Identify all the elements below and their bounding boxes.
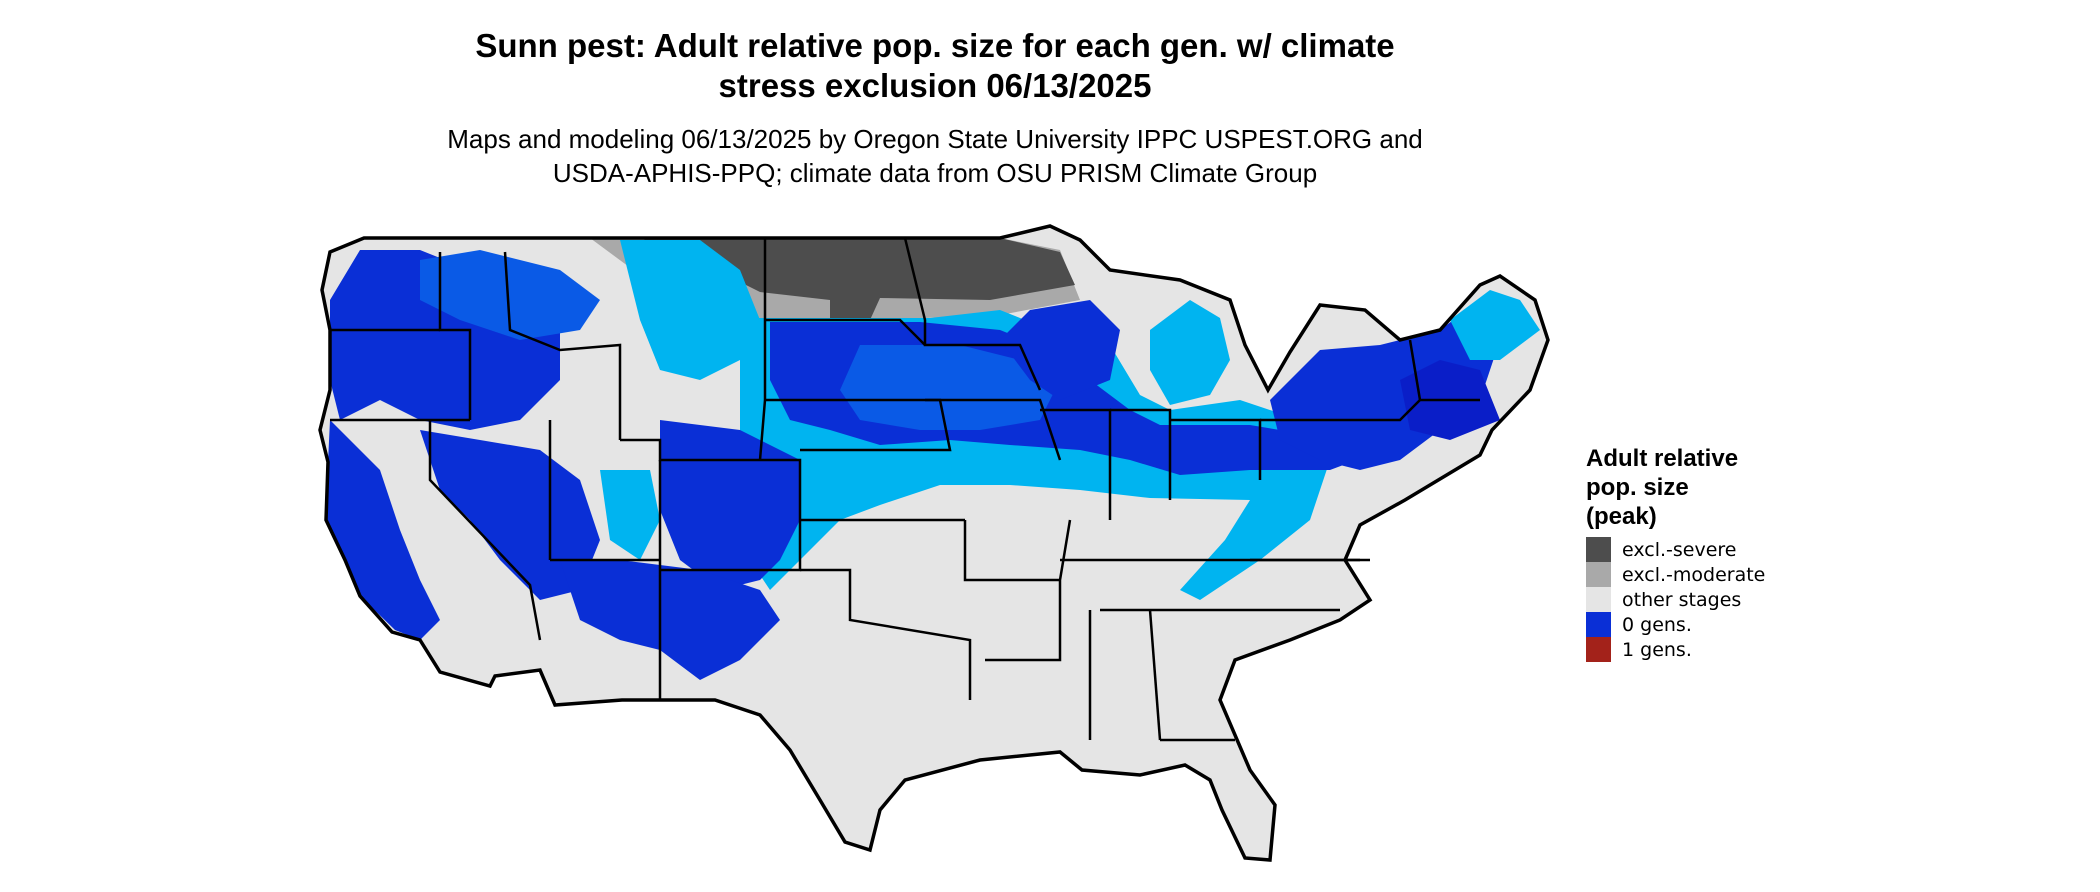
zone-blue-arizona-nm xyxy=(560,560,780,680)
state-borders xyxy=(330,237,1480,742)
zone-medium-blue-montana xyxy=(420,250,600,340)
border-sd-ne xyxy=(765,318,926,346)
zone-light-blue-michigan xyxy=(1150,300,1230,405)
subtitle-line-2: USDA-APHIS-PPQ; climate data from OSU PR… xyxy=(552,158,1318,188)
subtitle-line-1: Maps and modeling 06/13/2025 by Oregon S… xyxy=(447,124,1423,154)
map-subtitle: Maps and modeling 06/13/2025 by Oregon S… xyxy=(0,122,1870,190)
legend-title-line-1: Adult relative xyxy=(1586,445,1739,472)
border-mn-wi xyxy=(903,237,1042,391)
legend-swatch xyxy=(1586,587,1611,612)
zone-blue-wisconsin xyxy=(1000,300,1120,400)
border-ny-ne xyxy=(1408,339,1480,402)
title-line-1: Sunn pest: Adult relative pop. size for … xyxy=(475,27,1395,64)
border-in-oh xyxy=(1110,408,1172,500)
legend-item-other-stages: other stages xyxy=(1586,587,1886,612)
legend: Adult relative pop. size (peak) excl.-se… xyxy=(1586,444,1886,662)
border-id-west xyxy=(438,252,472,420)
legend-swatch xyxy=(1586,537,1611,562)
legend-item-1-gens: 1 gens. xyxy=(1586,637,1886,662)
border-ar-la xyxy=(985,519,1072,662)
border-ok-tx xyxy=(800,568,972,700)
zone-excl-severe xyxy=(640,238,1075,320)
zone-light-blue-northeast xyxy=(1450,290,1540,360)
legend-label: other stages xyxy=(1622,588,1742,611)
legend-swatch xyxy=(1586,612,1611,637)
legend-title: Adult relative pop. size (peak) xyxy=(1586,444,1886,531)
border-mt-wy xyxy=(503,251,622,440)
legend-item-0-gens: 0 gens. xyxy=(1586,612,1886,637)
legend-label: 0 gens. xyxy=(1622,613,1692,636)
legend-title-line-3: (peak) xyxy=(1586,503,1657,530)
legend-swatch xyxy=(1586,637,1611,662)
zone-blue-greatbasin xyxy=(420,430,600,600)
climate-zones xyxy=(326,238,1540,680)
zone-light-blue-rockies xyxy=(620,240,760,380)
border-ne-ks xyxy=(765,398,952,452)
zone-light-blue-utah xyxy=(600,470,660,560)
zone-blue-colorado xyxy=(660,420,800,590)
border-pa-ny xyxy=(1260,399,1421,422)
border-ia-mo xyxy=(925,398,1062,461)
title-line-2: stress exclusion 06/13/2025 xyxy=(718,67,1152,104)
legend-label: 1 gens. xyxy=(1622,638,1692,661)
zone-blue-california xyxy=(326,420,440,640)
zone-medium-blue-central xyxy=(840,345,1060,430)
legend-label: excl.-severe xyxy=(1622,538,1737,561)
legend-label: excl.-moderate xyxy=(1622,563,1766,586)
border-co xyxy=(620,438,802,572)
map-title: Sunn pest: Adult relative pop. size for … xyxy=(0,26,1870,106)
legend-item-excl-moderate: excl.-moderate xyxy=(1586,562,1886,587)
legend-title-line-2: pop. size xyxy=(1586,474,1689,501)
border-al-ga xyxy=(1148,609,1162,741)
border-nv-ca xyxy=(428,420,542,641)
border-mo-ar xyxy=(963,520,1060,582)
legend-swatch xyxy=(1586,562,1611,587)
legend-item-excl-severe: excl.-severe xyxy=(1586,537,1886,562)
